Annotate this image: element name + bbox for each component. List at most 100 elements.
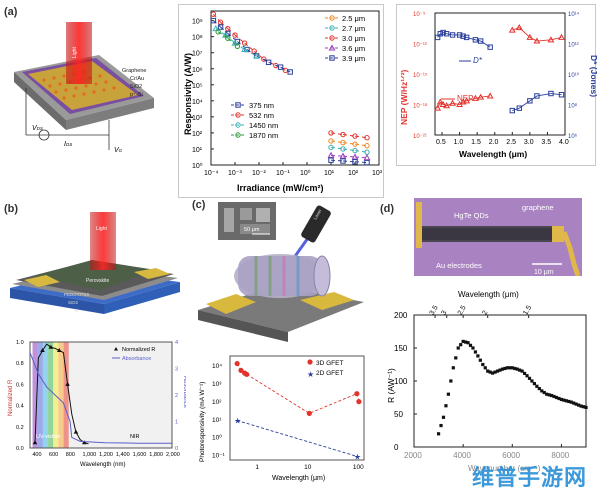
x-tick-label: 1.0 xyxy=(454,139,464,146)
x-tick-label: 1 xyxy=(255,464,259,471)
data-point xyxy=(238,367,244,373)
data-point xyxy=(364,135,370,141)
x-tick-label: 0.5 xyxy=(436,139,446,146)
x-tick-label: 2,000 xyxy=(166,452,180,458)
series-line xyxy=(330,154,344,157)
spectrum-band xyxy=(63,342,69,448)
series-line xyxy=(280,66,291,73)
data-point xyxy=(363,154,371,161)
data-point xyxy=(509,107,515,114)
series-line xyxy=(536,39,551,42)
data-point xyxy=(569,400,573,404)
x-axis-label: Irradiance (mW/cm²) xyxy=(237,183,324,193)
series-line xyxy=(342,155,356,158)
series-line xyxy=(550,93,562,96)
data-point xyxy=(584,405,588,409)
data-point xyxy=(210,11,217,17)
y-right-tick-label: 10¹⁰ xyxy=(568,72,580,79)
data-point-interp xyxy=(459,343,463,347)
data-point xyxy=(73,429,79,434)
data-point xyxy=(500,367,505,371)
data-point-interp xyxy=(552,394,556,399)
data-point xyxy=(516,105,523,111)
top-tick-label: 3.5 xyxy=(429,304,440,316)
data-point xyxy=(261,56,267,62)
y-tick-label: 50 xyxy=(394,410,403,419)
data-point-interp xyxy=(522,371,527,376)
data-point xyxy=(476,354,480,358)
legend-label: Absorbance xyxy=(122,356,151,362)
series-line xyxy=(480,40,491,48)
series-line xyxy=(213,20,221,28)
x-tick-label: 10⁻³ xyxy=(228,170,242,177)
data-point xyxy=(491,371,495,375)
data-point xyxy=(265,59,272,66)
legend-marker xyxy=(329,35,335,41)
series-line xyxy=(263,58,277,66)
schematic-a: Light Graphene Cr/Au SiO2 p⁺-Si VDS IDS … xyxy=(4,20,164,155)
data-point-interp xyxy=(562,398,566,402)
y-right-tick-label: 10⁸ xyxy=(568,103,578,110)
legend-label: 2D GFET xyxy=(316,370,343,377)
data-point xyxy=(451,366,455,370)
data-point xyxy=(515,367,519,371)
x-tick-label: 1,200 xyxy=(99,452,113,458)
data-point-interp xyxy=(503,366,507,371)
y-tick-label: 10⁵ xyxy=(192,83,203,90)
chart-photoresponsivity: 1 10 100 10⁻¹ 10⁰ 10¹ 10² 10³ 10⁴ Wavelength (μm)… xyxy=(199,355,365,482)
data-point-interp xyxy=(581,405,586,409)
y-axis-label: Responsivity (A/W) xyxy=(183,53,193,135)
legend-label: 2.7 μm xyxy=(342,24,365,33)
data-point xyxy=(244,371,250,377)
x-axis-label: Wavenumber (cm⁻¹) xyxy=(468,464,541,473)
y-right-tick-label: 10⁶ xyxy=(568,133,578,140)
chart-responsivity-frame: 10⁻⁴ 10⁻³ 10⁻² 10⁻¹ 10⁰ 10¹ 10² 10³ 10⁰ 10¹ 10² 10³… xyxy=(178,4,384,198)
y-axis-label: Photoresponsivity (mA W⁻¹) xyxy=(199,382,206,462)
chart-reflectance-frame: 400 600 800 1,000 1,200 1,400 1,600 1,800 2,000 0… xyxy=(4,330,188,480)
chart-reflectance: 400 600 800 1,000 1,200 1,400 1,600 1,800 2,0000… xyxy=(8,340,188,468)
layer-pedot-label: PEDOT:PSS xyxy=(64,292,89,297)
y-tick-label: 10² xyxy=(212,399,222,406)
graphene-device-schematic: Light Graphene Cr/Au SiO2 p⁺-Si VDS IDS … xyxy=(14,22,154,154)
graphene-label: graphene xyxy=(522,203,554,212)
data-point xyxy=(354,391,360,397)
series-line xyxy=(244,49,257,57)
x-tick-label: 6000 xyxy=(502,451,520,460)
series-line xyxy=(512,107,520,112)
plot-area xyxy=(434,12,566,136)
data-point xyxy=(559,397,564,402)
y-tick-label: 150 xyxy=(394,344,408,353)
top-tick-label: 1.5 xyxy=(522,304,533,316)
top-tick-label: 2 xyxy=(481,310,489,317)
legend-marker xyxy=(235,112,241,118)
y-left-tick-label: 10⁻¹² xyxy=(413,43,427,49)
data-point xyxy=(234,43,241,49)
y-right-tick-label: 0 xyxy=(175,446,178,452)
data-point: ★ xyxy=(354,452,361,461)
annotation-nep: NEP xyxy=(457,94,473,103)
data-point: ★ xyxy=(234,416,241,425)
data-point-interp xyxy=(572,401,576,405)
x-tick-label: 2.0 xyxy=(489,139,499,146)
series-line xyxy=(519,100,531,109)
data-point xyxy=(217,24,224,30)
data-point xyxy=(56,347,62,352)
data-point-interp xyxy=(567,399,571,404)
data-point xyxy=(481,362,485,367)
y-left-tick-label: 0.8 xyxy=(16,361,24,367)
x-tick-label: 1.5 xyxy=(471,139,481,146)
data-point xyxy=(40,347,45,352)
spectrum-band xyxy=(53,342,59,448)
x-tick-label: 10⁻¹ xyxy=(276,170,290,177)
x-tick-label: 10⁰ xyxy=(300,169,311,177)
legend-marker xyxy=(329,55,335,61)
data-point xyxy=(520,369,524,373)
data-point xyxy=(306,410,312,416)
layer-si-label-b: Si xyxy=(74,308,78,313)
data-point xyxy=(241,40,248,46)
legend-marker xyxy=(329,25,335,31)
x-axis-label: Wavelength (μm) xyxy=(272,475,325,482)
data-point xyxy=(527,98,533,104)
legend-marker xyxy=(328,44,336,51)
x-tick-label: 1,400 xyxy=(116,452,130,458)
